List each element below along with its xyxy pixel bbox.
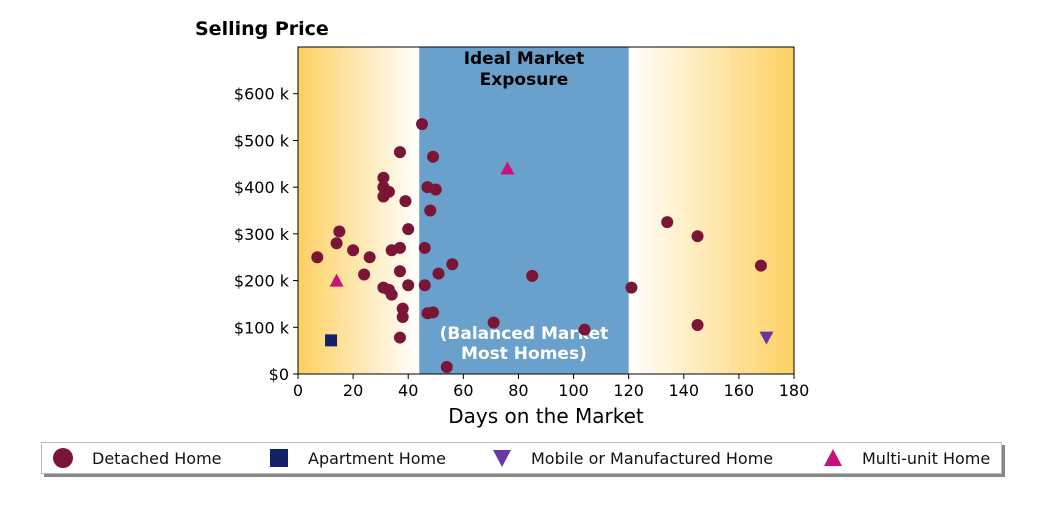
y-tick-label: $200 k (234, 272, 290, 291)
legend-marker-icon (824, 449, 842, 466)
data-point (363, 251, 376, 264)
x-tick-label: 180 (779, 381, 810, 400)
data-point (382, 185, 395, 198)
data-point (424, 204, 437, 217)
data-point (329, 273, 344, 287)
y-tick-label: $0 (269, 365, 289, 384)
data-point (393, 241, 406, 254)
data-point (311, 251, 324, 264)
data-point (385, 288, 398, 301)
data-point (358, 268, 371, 281)
legend-marker-icon (493, 450, 511, 467)
legend-item: Mobile or Manufactured Home (491, 443, 773, 473)
legend: Detached Home Apartment Home Mobile or Man… (41, 442, 1002, 474)
x-tick-label: 40 (398, 381, 418, 400)
legend-label: Detached Home (92, 448, 222, 468)
x-tick-label: 140 (669, 381, 700, 400)
background-gradient-left (298, 47, 420, 374)
data-point (429, 183, 442, 196)
background-gradient-right (628, 47, 794, 374)
plot-area: Ideal Market Exposure (Balanced Market Most… (234, 46, 810, 400)
region-label-ideal: Ideal Market Exposure (464, 49, 585, 90)
data-point (418, 241, 431, 254)
ideal-exposure-region (419, 47, 629, 374)
x-tick-label: 0 (293, 381, 303, 400)
data-point (526, 269, 539, 282)
y-tick-label: $600 k (234, 85, 290, 104)
x-tick-label: 160 (724, 381, 755, 400)
x-tick-label: 60 (453, 381, 473, 400)
data-point (487, 316, 500, 329)
data-point (759, 331, 774, 345)
plot-frame (297, 46, 795, 375)
data-point (402, 223, 415, 236)
data-point (399, 195, 412, 208)
data-point (330, 237, 343, 250)
data-point (427, 306, 440, 319)
legend-label: Mobile or Manufactured Home (531, 448, 774, 468)
data-point (427, 150, 440, 163)
data-point (325, 334, 338, 347)
chart-title: Selling Price (195, 18, 329, 40)
data-point (418, 279, 431, 292)
data-point (396, 311, 409, 324)
data-point (393, 146, 406, 159)
data-point (691, 318, 704, 331)
legend-marker-icon (270, 449, 288, 467)
legend-item: Detached Home (52, 443, 222, 473)
data-point (333, 225, 346, 238)
x-axis-label: Days on the Market (448, 404, 644, 428)
data-point (347, 244, 360, 257)
data-point (446, 258, 459, 271)
region-label-balanced: (Balanced Market Most Homes) (440, 324, 609, 364)
data-point (661, 216, 674, 229)
data-point (578, 323, 591, 336)
data-point (440, 360, 453, 373)
data-point (691, 230, 704, 243)
y-tick-label: $300 k (234, 225, 290, 244)
legend-marker-icon (53, 448, 73, 468)
legend-item: Apartment Home (268, 443, 446, 473)
legend-label: Multi-unit Home (862, 448, 991, 468)
scatter-chart: Selling Price Ideal Market Exposure (Balan… (195, 18, 810, 428)
x-tick-label: 120 (613, 381, 644, 400)
y-tick-label: $500 k (234, 131, 290, 150)
data-point (377, 171, 390, 184)
y-tick-label: $400 k (234, 178, 290, 197)
x-tick-label: 80 (508, 381, 528, 400)
legend-label: Apartment Home (308, 448, 446, 468)
data-point (393, 331, 406, 344)
data-point (754, 259, 767, 272)
data-point (396, 302, 409, 315)
data-point (393, 265, 406, 278)
data-point (402, 279, 415, 292)
legend-item: Multi-unit Home (822, 443, 990, 473)
y-tick-label: $100 k (234, 318, 290, 337)
data-point (625, 281, 638, 294)
data-point (432, 267, 445, 280)
x-tick-label: 20 (343, 381, 363, 400)
data-point (500, 161, 515, 175)
x-tick-label: 100 (558, 381, 589, 400)
data-point (416, 118, 428, 131)
